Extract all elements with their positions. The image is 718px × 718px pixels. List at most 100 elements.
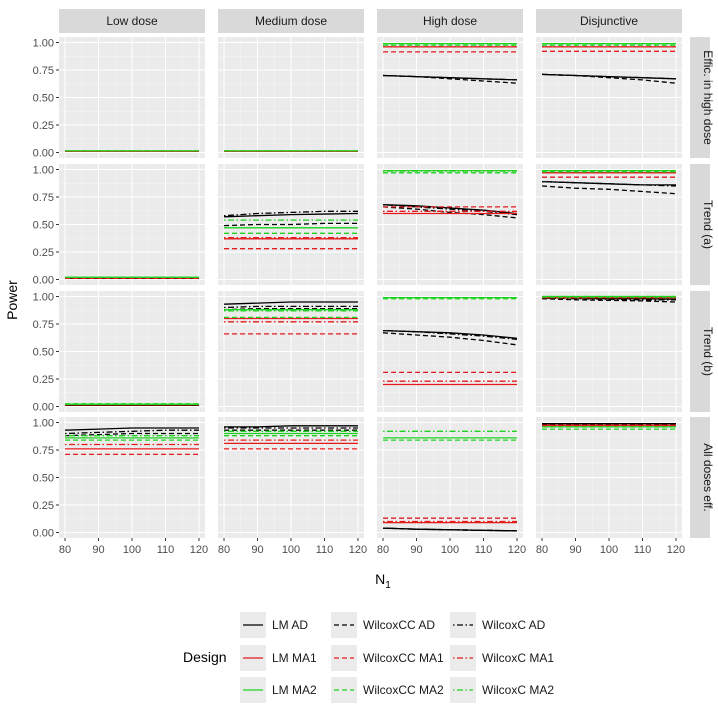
series-group-all-doses-eff-disjunctive	[542, 422, 676, 430]
x-tick-label: 90	[251, 544, 263, 556]
column-strip-low-dose	[59, 9, 205, 33]
x-tick-label: 110	[316, 544, 334, 556]
legend-entry-wilcoxc-ma2: WilcoxC MA2	[450, 677, 554, 703]
x-tick-label: 90	[92, 544, 104, 556]
y-tick-label: 0.00	[33, 148, 54, 160]
x-tick-label: 100	[600, 544, 618, 556]
row-label-trend-a: Trend (a)	[701, 200, 715, 249]
column-strip-medium-dose	[218, 9, 364, 33]
series-group-trend-a-low-dose	[65, 276, 199, 280]
series-group-all-doses-eff-low-dose	[65, 427, 199, 456]
legend-title: Design	[183, 649, 227, 665]
panel-trend-b-low-dose	[59, 291, 205, 412]
legend-label: WilcoxC AD	[482, 618, 546, 632]
series-group-trend-a-high-dose	[382, 169, 518, 219]
panel-trend-b-disjunctive	[536, 291, 682, 412]
series-line-wilcoxc-ad	[224, 305, 358, 309]
series-group-effic-in-high-dose-low-dose	[65, 150, 199, 153]
panel-effic-in-high-dose-medium-dose	[218, 37, 364, 158]
series-group-effic-in-high-dose-high-dose	[383, 42, 518, 84]
legend-label: WilcoxCC AD	[363, 618, 435, 632]
series-line-wilcoxcc-ad	[542, 73, 677, 84]
series-line-wilcoxc-ad	[542, 297, 676, 301]
x-tick-label: 80	[218, 544, 230, 556]
y-tick-label: 0.00	[33, 402, 54, 414]
x-tick-label: 120	[190, 544, 208, 556]
panel-effic-in-high-dose-high-dose	[377, 37, 523, 158]
legend-entry-lm-ma1: LM MA1	[240, 645, 317, 671]
series-line-wilcoxc-ad	[382, 204, 518, 216]
legend-label: LM AD	[272, 618, 308, 632]
panel-trend-a-low-dose	[59, 164, 205, 285]
y-tick-label: 0.25	[33, 374, 54, 386]
column-label-high-dose: High dose	[423, 14, 477, 28]
y-tick-label: 0.25	[33, 120, 54, 132]
y-tick-label: 0.50	[33, 93, 54, 105]
series-group-trend-b-high-dose	[382, 296, 518, 386]
series-line-wilcoxc-ad	[383, 74, 517, 81]
legend-label: WilcoxC MA1	[482, 651, 554, 665]
x-tick-label: 110	[634, 544, 652, 556]
column-label-low-dose: Low dose	[106, 14, 158, 28]
series-line-lm-ad	[224, 301, 358, 305]
y-tick-label: 0.00	[33, 275, 54, 287]
series-group-trend-b-disjunctive	[542, 295, 676, 303]
series-line-wilcoxc-ad	[383, 329, 518, 341]
panel-all-doses-eff-medium-dose	[218, 417, 364, 538]
row-label-all-doses-eff: All doses eff.	[701, 443, 715, 511]
series-line-wilcoxc-ad	[542, 180, 676, 187]
series-line-wilcoxc-ad	[542, 73, 676, 80]
row-strip-trend-b	[690, 291, 710, 412]
panel-all-doses-eff-low-dose	[59, 417, 205, 538]
y-tick-label: 1.00	[33, 165, 54, 177]
series-group-all-doses-eff-high-dose	[383, 430, 517, 532]
column-label-disjunctive: Disjunctive	[580, 14, 638, 28]
x-tick-label: 80	[59, 544, 71, 556]
x-tick-label: 120	[349, 544, 367, 556]
series-line-wilcoxcc-ad	[382, 332, 518, 346]
legend-entry-wilcoxc-ma1: WilcoxC MA1	[450, 645, 554, 671]
series-line-wilcoxcc-ad	[65, 432, 199, 437]
series-group-all-doses-eff-medium-dose	[224, 425, 358, 450]
y-tick-label: 0.75	[33, 445, 54, 457]
column-label-medium-dose: Medium dose	[255, 14, 327, 28]
row-strip-effic-in-high-dose	[690, 37, 710, 158]
x-tick-label: 80	[536, 544, 548, 556]
x-axis-label-subscript: 1	[385, 580, 391, 591]
y-tick-label: 0.75	[33, 319, 54, 331]
panel-trend-b-high-dose	[377, 291, 523, 412]
series-group-trend-b-low-dose	[65, 403, 199, 407]
legend: Design LM AD WilcoxCC AD WilcoxC AD LM MA1 W…	[183, 612, 554, 703]
legend-entry-wilcoxc-ad: WilcoxC AD	[450, 612, 546, 638]
legend-label: WilcoxCC MA2	[363, 683, 444, 697]
series-line-lm-ad	[383, 204, 518, 215]
x-axis-label: N1	[375, 571, 391, 591]
column-strip-disjunctive	[536, 9, 682, 33]
column-strip-high-dose	[377, 9, 523, 33]
y-tick-label: 0.00	[33, 528, 54, 540]
legend-label: WilcoxCC MA1	[363, 651, 444, 665]
row-label-effic-in-high-dose: Effic. in high dose	[701, 50, 715, 145]
legend-entry-lm-ma2: LM MA2	[240, 677, 317, 703]
series-line-wilcoxc-ad	[223, 210, 358, 217]
series-line-lm-ad	[224, 425, 358, 428]
series-line-wilcoxcc-ad	[224, 307, 358, 311]
series-line-wilcoxcc-ad	[541, 185, 677, 195]
legend-entry-wilcoxcc-ma1: WilcoxCC MA1	[331, 645, 444, 671]
series-line-lm-ad	[224, 212, 358, 218]
y-tick-label: 0.50	[33, 347, 54, 359]
legend-label: WilcoxC MA2	[482, 683, 554, 697]
x-tick-label: 90	[410, 544, 422, 556]
series-line-lm-ad	[65, 427, 199, 431]
y-tick-label: 0.25	[33, 247, 54, 259]
y-tick-label: 0.50	[33, 220, 54, 232]
x-tick-label: 100	[441, 544, 459, 556]
row-strip-all-doses-eff	[690, 417, 710, 538]
legend-entry-lm-ad: LM AD	[240, 612, 308, 638]
series-line-wilcoxcc-ad	[224, 222, 358, 227]
series-line-wilcoxc-ad	[383, 527, 517, 532]
series-group-trend-a-disjunctive	[541, 169, 677, 195]
series-line-wilcoxcc-ad	[382, 206, 518, 219]
x-tick-label: 110	[157, 544, 175, 556]
